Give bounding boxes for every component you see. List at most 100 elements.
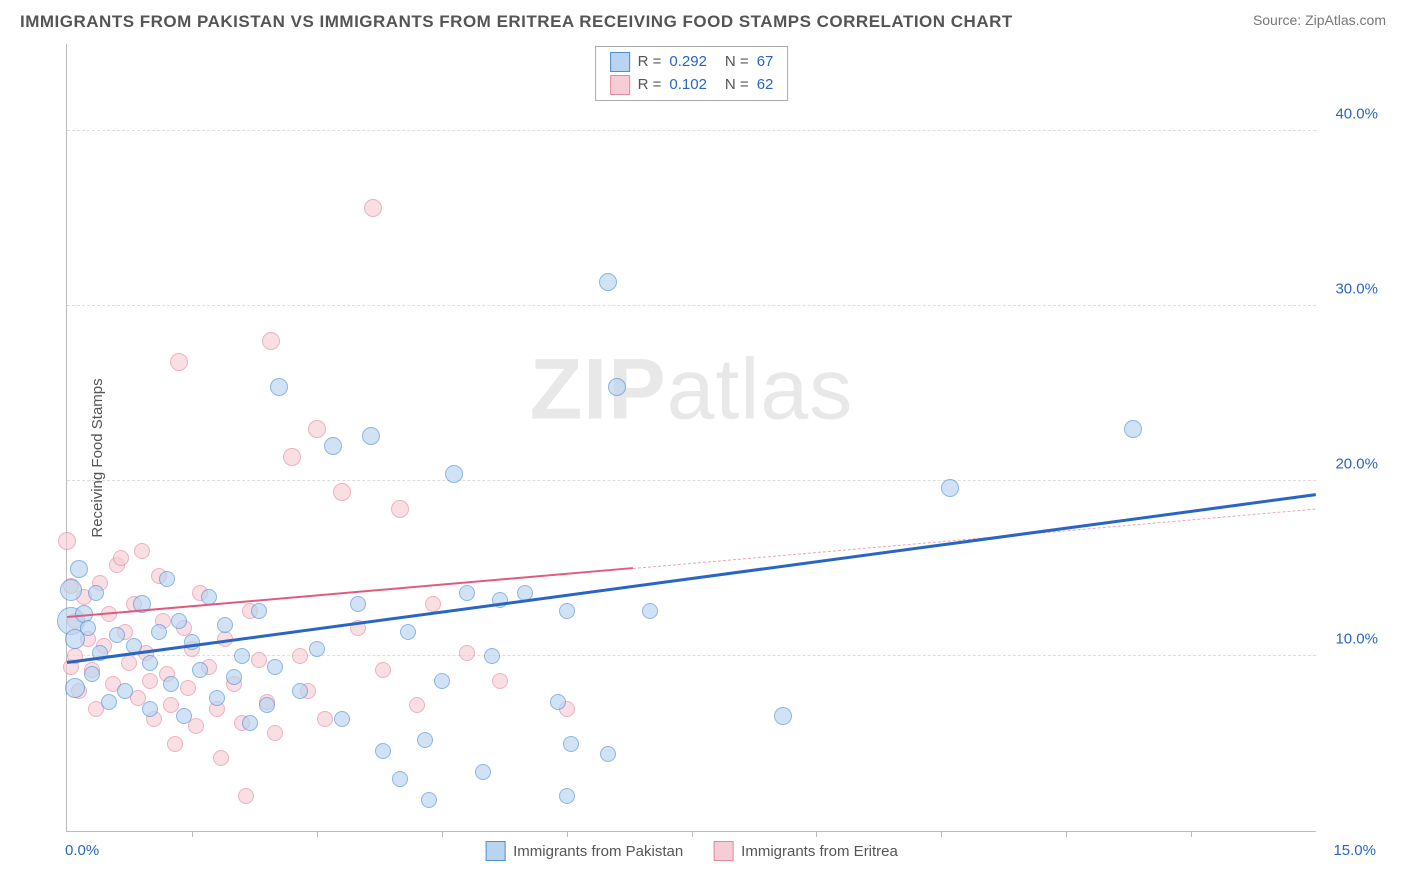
- data-point-pakistan: [1124, 420, 1142, 438]
- data-point-eritrea: [180, 680, 196, 696]
- data-point-pakistan: [142, 701, 158, 717]
- gridline: [67, 480, 1316, 481]
- x-minor-tick: [941, 831, 942, 837]
- x-minor-tick: [442, 831, 443, 837]
- data-point-pakistan: [309, 641, 325, 657]
- trend-line: [67, 493, 1316, 663]
- data-point-pakistan: [60, 579, 82, 601]
- chart-title: IMMIGRANTS FROM PAKISTAN VS IMMIGRANTS F…: [20, 12, 1013, 32]
- data-point-pakistan: [362, 427, 380, 445]
- data-point-eritrea: [251, 652, 267, 668]
- data-point-eritrea: [113, 550, 129, 566]
- data-point-pakistan: [599, 273, 617, 291]
- data-point-pakistan: [350, 596, 366, 612]
- data-point-eritrea: [492, 673, 508, 689]
- plot-region: ZIPatlas R =0.292N =67R =0.102N =62 Immi…: [66, 44, 1316, 832]
- data-point-eritrea: [364, 199, 382, 217]
- data-point-pakistan: [334, 711, 350, 727]
- legend-row: R =0.102N =62: [610, 74, 774, 97]
- data-point-pakistan: [484, 648, 500, 664]
- data-point-eritrea: [375, 662, 391, 678]
- y-tick-label: 20.0%: [1322, 456, 1378, 473]
- data-point-eritrea: [333, 483, 351, 501]
- chart-area: Receiving Food Stamps ZIPatlas R =0.292N…: [20, 44, 1386, 872]
- data-point-eritrea: [170, 353, 188, 371]
- data-point-pakistan: [159, 571, 175, 587]
- data-point-pakistan: [292, 683, 308, 699]
- data-point-pakistan: [226, 669, 242, 685]
- data-point-eritrea: [317, 711, 333, 727]
- data-point-pakistan: [70, 560, 88, 578]
- data-point-pakistan: [563, 736, 579, 752]
- data-point-pakistan: [375, 743, 391, 759]
- legend-label: Immigrants from Eritrea: [741, 843, 898, 860]
- y-tick-label: 30.0%: [1322, 281, 1378, 298]
- legend-row: R =0.292N =67: [610, 51, 774, 74]
- x-minor-tick: [192, 831, 193, 837]
- x-minor-tick: [1191, 831, 1192, 837]
- x-tick-label: 0.0%: [65, 842, 99, 859]
- data-point-pakistan: [163, 676, 179, 692]
- x-minor-tick: [1066, 831, 1067, 837]
- data-point-pakistan: [259, 697, 275, 713]
- data-point-pakistan: [217, 617, 233, 633]
- data-point-pakistan: [421, 792, 437, 808]
- data-point-pakistan: [171, 613, 187, 629]
- data-point-eritrea: [213, 750, 229, 766]
- data-point-eritrea: [308, 420, 326, 438]
- y-tick-label: 40.0%: [1322, 106, 1378, 123]
- data-point-pakistan: [242, 715, 258, 731]
- data-point-eritrea: [238, 788, 254, 804]
- data-point-pakistan: [400, 624, 416, 640]
- data-point-pakistan: [184, 634, 200, 650]
- data-point-pakistan: [267, 659, 283, 675]
- data-point-eritrea: [167, 736, 183, 752]
- series-legend: Immigrants from Pakistan Immigrants from …: [485, 841, 898, 861]
- data-point-pakistan: [941, 479, 959, 497]
- data-point-pakistan: [88, 585, 104, 601]
- data-point-eritrea: [188, 718, 204, 734]
- data-point-pakistan: [151, 624, 167, 640]
- data-point-pakistan: [608, 378, 626, 396]
- data-point-pakistan: [434, 673, 450, 689]
- data-point-pakistan: [192, 662, 208, 678]
- legend-swatch: [713, 841, 733, 861]
- y-tick-label: 10.0%: [1322, 631, 1378, 648]
- data-point-pakistan: [417, 732, 433, 748]
- data-point-pakistan: [234, 648, 250, 664]
- data-point-pakistan: [445, 465, 463, 483]
- data-point-pakistan: [109, 627, 125, 643]
- data-point-pakistan: [774, 707, 792, 725]
- data-point-pakistan: [80, 620, 96, 636]
- data-point-pakistan: [209, 690, 225, 706]
- data-point-pakistan: [324, 437, 342, 455]
- legend-item: Immigrants from Pakistan: [485, 841, 683, 861]
- x-minor-tick: [567, 831, 568, 837]
- data-point-eritrea: [142, 673, 158, 689]
- data-point-pakistan: [642, 603, 658, 619]
- data-point-eritrea: [267, 725, 283, 741]
- gridline: [67, 305, 1316, 306]
- legend-swatch: [610, 75, 630, 95]
- data-point-pakistan: [84, 666, 100, 682]
- data-point-pakistan: [270, 378, 288, 396]
- gridline: [67, 130, 1316, 131]
- legend-label: Immigrants from Pakistan: [513, 843, 683, 860]
- data-point-eritrea: [134, 543, 150, 559]
- data-point-eritrea: [292, 648, 308, 664]
- data-point-eritrea: [391, 500, 409, 518]
- legend-swatch: [485, 841, 505, 861]
- legend-swatch: [610, 52, 630, 72]
- data-point-pakistan: [600, 746, 616, 762]
- data-point-pakistan: [459, 585, 475, 601]
- data-point-eritrea: [121, 655, 137, 671]
- data-point-pakistan: [559, 603, 575, 619]
- data-point-pakistan: [475, 764, 491, 780]
- data-point-pakistan: [550, 694, 566, 710]
- x-minor-tick: [816, 831, 817, 837]
- data-point-eritrea: [283, 448, 301, 466]
- x-minor-tick: [692, 831, 693, 837]
- data-point-eritrea: [262, 332, 280, 350]
- watermark: ZIPatlas: [530, 341, 853, 440]
- data-point-eritrea: [409, 697, 425, 713]
